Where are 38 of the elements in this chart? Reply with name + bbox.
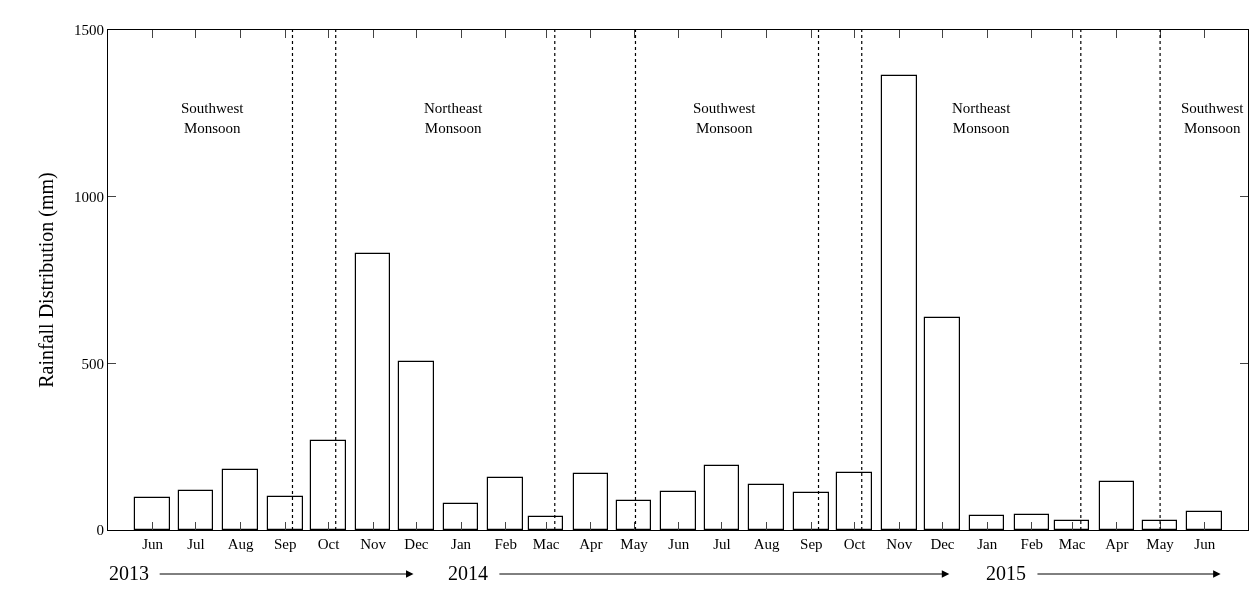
annotation: Northeast Monsoon bbox=[952, 100, 1012, 136]
x-tick-label: Aug bbox=[227, 536, 254, 552]
x-tick-label: May bbox=[620, 536, 649, 552]
x-tick-label: Oct bbox=[317, 536, 341, 552]
x-tick-label: Jul bbox=[713, 536, 731, 552]
annotation: Southwest Monsoon bbox=[1181, 100, 1245, 136]
annotation: Southwest Monsoon bbox=[181, 100, 245, 136]
x-tick-label: Feb bbox=[1020, 536, 1044, 552]
text: 2015 bbox=[986, 562, 1026, 584]
x-tick-label: Mac bbox=[532, 536, 560, 552]
x-tick-label: Dec bbox=[404, 536, 429, 552]
x-tick-label: May bbox=[1146, 536, 1175, 552]
text: 2013 bbox=[109, 562, 149, 584]
y-axis-title: Rainfall Distribution (mm) bbox=[34, 172, 58, 388]
x-tick-label: Jan bbox=[451, 536, 472, 552]
x-tick-label: Nov bbox=[360, 536, 387, 552]
x-tick-label: Aug bbox=[753, 536, 781, 552]
y-tick-label: 0 bbox=[96, 522, 104, 539]
annotation: Southwest Monsoon bbox=[693, 100, 757, 136]
x-tick-label: Oct bbox=[843, 536, 867, 552]
y-tick-label: 1000 bbox=[74, 188, 104, 205]
x-tick-label: Jul bbox=[187, 536, 205, 552]
x-tick-label: Mac bbox=[1058, 536, 1086, 552]
x-tick-label: Jun bbox=[142, 536, 164, 552]
y-tick-label: 1500 bbox=[74, 22, 104, 39]
x-tick-label: Feb bbox=[494, 536, 518, 552]
x-tick-label: Nov bbox=[886, 536, 913, 552]
annotation: Northeast Monsoon bbox=[424, 100, 484, 136]
x-tick-label: Jun bbox=[668, 536, 690, 552]
x-tick-label: Apr bbox=[579, 536, 603, 552]
x-tick-label: Jun bbox=[1194, 536, 1216, 552]
x-tick-label: Jan bbox=[977, 536, 998, 552]
y-tick-label: 500 bbox=[81, 355, 104, 372]
x-tick-label: Sep bbox=[274, 536, 297, 552]
x-tick-label: Sep bbox=[800, 536, 823, 552]
text: 2014 bbox=[448, 562, 488, 584]
x-tick-label: Dec bbox=[930, 536, 955, 552]
x-tick-label: Apr bbox=[1105, 536, 1129, 552]
